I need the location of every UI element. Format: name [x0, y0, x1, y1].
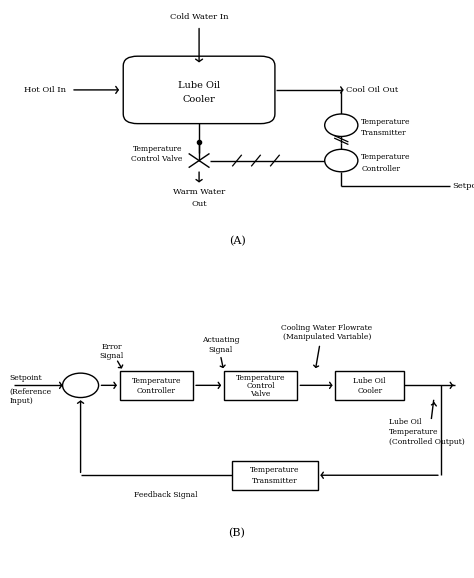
FancyBboxPatch shape — [224, 371, 298, 400]
Text: Cooling Water Flowrate: Cooling Water Flowrate — [282, 324, 373, 332]
Text: Transmitter: Transmitter — [252, 477, 298, 485]
Text: ±: ± — [79, 387, 87, 397]
Text: (Manipulated Variable): (Manipulated Variable) — [283, 333, 371, 341]
Text: Signal: Signal — [99, 353, 124, 361]
Text: Signal: Signal — [208, 346, 233, 354]
Text: Temperature: Temperature — [133, 145, 182, 153]
Circle shape — [325, 149, 358, 172]
Text: Temperature: Temperature — [132, 376, 181, 384]
Text: TT: TT — [335, 121, 347, 129]
Text: Input): Input) — [9, 397, 33, 405]
Text: (Controlled Output): (Controlled Output) — [389, 438, 465, 446]
FancyBboxPatch shape — [119, 371, 193, 400]
Text: Controller: Controller — [361, 165, 400, 173]
Text: Cold Water In: Cold Water In — [170, 13, 228, 21]
Text: Control Valve: Control Valve — [131, 155, 182, 163]
Text: Hot Oil In: Hot Oil In — [24, 86, 66, 94]
Text: (Reference: (Reference — [9, 388, 52, 395]
Text: Temperature: Temperature — [236, 375, 285, 382]
FancyBboxPatch shape — [336, 371, 404, 400]
Text: TC: TC — [335, 157, 348, 165]
Text: Out: Out — [191, 200, 207, 208]
Text: Setpoint: Setpoint — [453, 182, 474, 190]
Text: Transmitter: Transmitter — [361, 129, 407, 137]
Text: Lube Oil: Lube Oil — [354, 376, 386, 384]
Text: Temperature: Temperature — [250, 466, 300, 475]
Text: Temperature: Temperature — [361, 118, 410, 126]
FancyBboxPatch shape — [123, 56, 275, 124]
Text: Temperature: Temperature — [361, 153, 410, 161]
Text: Actuating: Actuating — [201, 336, 239, 344]
Text: Cooler: Cooler — [357, 387, 383, 395]
Text: Cool Oil Out: Cool Oil Out — [346, 86, 398, 94]
Circle shape — [325, 114, 358, 136]
Text: Temperature: Temperature — [389, 428, 438, 436]
Circle shape — [63, 373, 99, 398]
Text: Controller: Controller — [137, 387, 176, 395]
Text: Feedback Signal: Feedback Signal — [134, 491, 198, 498]
Text: Cooler: Cooler — [182, 95, 216, 104]
Text: (A): (A) — [228, 236, 246, 246]
Text: Error: Error — [101, 343, 122, 351]
Text: Warm Water: Warm Water — [173, 188, 225, 197]
Text: Control: Control — [246, 382, 275, 390]
Text: (B): (B) — [228, 528, 246, 538]
Text: Valve: Valve — [251, 390, 271, 398]
Text: Lube Oil: Lube Oil — [178, 80, 220, 90]
FancyBboxPatch shape — [232, 461, 318, 490]
Text: Setpoint: Setpoint — [9, 374, 42, 382]
Text: Lube Oil: Lube Oil — [389, 418, 421, 426]
Text: +: + — [68, 377, 76, 387]
